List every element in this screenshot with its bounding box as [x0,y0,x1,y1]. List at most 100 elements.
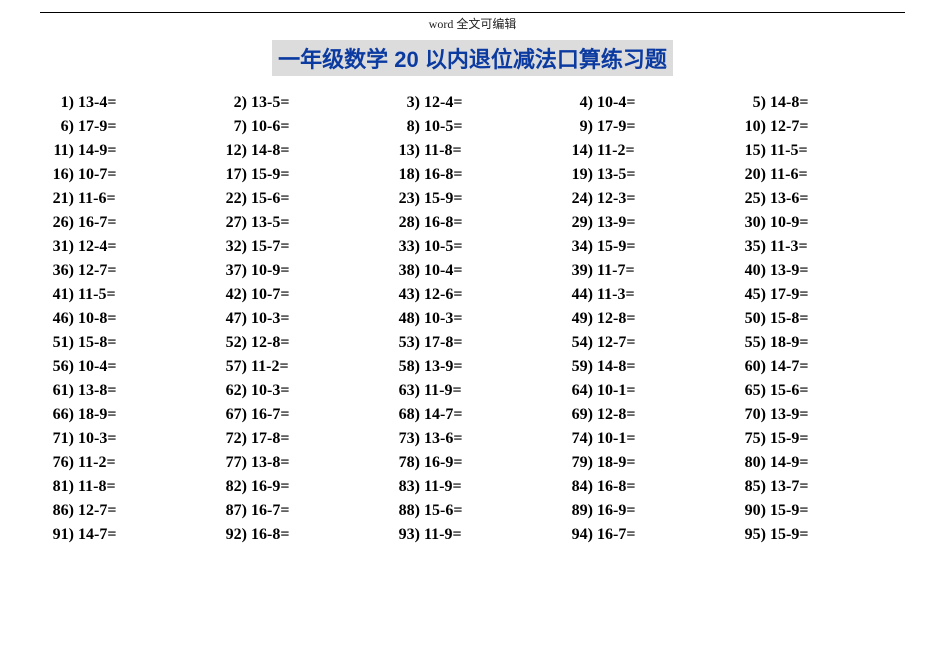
problem-expression: 13-8= [247,454,289,471]
problem-index: 26) [46,214,74,232]
title-row: 一年级数学 20 以内退位减法口算练习题 [40,40,905,76]
problem-index: 33) [392,238,420,256]
problem-index: 3) [392,94,420,112]
problem-index: 30) [738,214,766,232]
problem-index: 13) [392,142,420,160]
problem-index: 22) [219,190,247,208]
problem-expression: 16-8= [420,166,462,183]
problem-cell: 13) 11-8= [386,142,559,160]
problem-index: 78) [392,454,420,472]
problem-expression: 15-9= [766,430,808,447]
problem-cell: 61) 13-8= [40,382,213,400]
problem-index: 51) [46,334,74,352]
problem-index: 73) [392,430,420,448]
problem-index: 1) [46,94,74,112]
problem-cell: 7) 10-6= [213,118,386,136]
problem-cell: 42) 10-7= [213,286,386,304]
problem-expression: 15-9= [420,190,462,207]
problem-expression: 13-6= [420,430,462,447]
problem-index: 71) [46,430,74,448]
problem-expression: 16-7= [247,502,289,519]
problem-expression: 15-8= [74,334,116,351]
problem-expression: 10-7= [247,286,289,303]
problem-index: 72) [219,430,247,448]
problem-index: 90) [738,502,766,520]
problem-expression: 10-7= [74,166,116,183]
problem-expression: 14-8= [247,142,289,159]
problem-index: 38) [392,262,420,280]
problem-cell: 27) 13-5= [213,214,386,232]
problem-index: 66) [46,406,74,424]
problem-cell: 68) 14-7= [386,406,559,424]
problem-expression: 17-9= [593,118,635,135]
problem-expression: 11-2= [74,454,116,471]
problem-cell: 30) 10-9= [732,214,905,232]
problem-index: 80) [738,454,766,472]
problem-cell: 37) 10-9= [213,262,386,280]
problem-cell: 72) 17-8= [213,430,386,448]
problem-cell: 29) 13-9= [559,214,732,232]
problem-cell: 95) 15-9= [732,526,905,544]
problem-expression: 15-9= [766,526,808,543]
problem-index: 25) [738,190,766,208]
problem-index: 18) [392,166,420,184]
problem-cell: 92) 16-8= [213,526,386,544]
problem-index: 40) [738,262,766,280]
problem-index: 55) [738,334,766,352]
problem-cell: 25) 13-6= [732,190,905,208]
problem-cell: 5) 14-8= [732,94,905,112]
problem-expression: 10-3= [420,310,462,327]
problem-expression: 14-7= [74,526,116,543]
problem-cell: 74) 10-1= [559,430,732,448]
problem-expression: 14-8= [593,358,635,375]
problem-index: 39) [565,262,593,280]
problem-index: 57) [219,358,247,376]
problem-expression: 13-9= [593,214,635,231]
problem-expression: 12-6= [420,286,462,303]
problem-index: 68) [392,406,420,424]
problem-expression: 10-3= [247,382,289,399]
problem-index: 37) [219,262,247,280]
problem-index: 92) [219,526,247,544]
problem-expression: 10-9= [247,262,289,279]
problem-index: 61) [46,382,74,400]
problem-expression: 10-3= [247,310,289,327]
problem-cell: 40) 13-9= [732,262,905,280]
problem-expression: 16-8= [247,526,289,543]
problem-index: 89) [565,502,593,520]
problem-expression: 12-8= [593,310,635,327]
problem-index: 34) [565,238,593,256]
problem-expression: 12-3= [593,190,635,207]
problem-expression: 14-7= [420,406,462,423]
problem-expression: 11-9= [420,382,462,399]
problem-expression: 14-9= [74,142,116,159]
problem-expression: 11-9= [420,478,462,495]
problem-index: 27) [219,214,247,232]
problem-index: 64) [565,382,593,400]
problem-index: 8) [392,118,420,136]
problem-index: 88) [392,502,420,520]
problem-index: 5) [738,94,766,112]
problem-index: 91) [46,526,74,544]
problem-expression: 16-7= [247,406,289,423]
problem-expression: 17-8= [247,430,289,447]
problem-cell: 55) 18-9= [732,334,905,352]
problem-cell: 47) 10-3= [213,310,386,328]
problem-index: 43) [392,286,420,304]
problem-cell: 76) 11-2= [40,454,213,472]
problem-index: 47) [219,310,247,328]
problem-cell: 9) 17-9= [559,118,732,136]
problem-expression: 12-7= [766,118,808,135]
problem-expression: 15-9= [593,238,635,255]
problem-index: 42) [219,286,247,304]
problem-cell: 82) 16-9= [213,478,386,496]
problem-cell: 48) 10-3= [386,310,559,328]
problem-index: 65) [738,382,766,400]
problem-index: 75) [738,430,766,448]
problem-index: 9) [565,118,593,136]
problem-index: 12) [219,142,247,160]
problem-cell: 6) 17-9= [40,118,213,136]
problem-expression: 10-1= [593,382,635,399]
problem-expression: 10-1= [593,430,635,447]
problem-expression: 16-7= [74,214,116,231]
